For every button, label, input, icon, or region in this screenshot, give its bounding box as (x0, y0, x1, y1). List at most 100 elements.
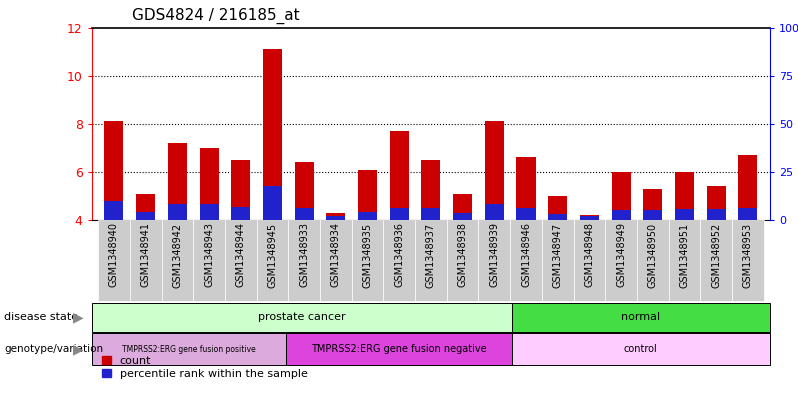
Bar (421, 208, 440, 220)
Text: GSM1348939: GSM1348939 (489, 222, 500, 288)
Text: GSM1348951: GSM1348951 (679, 222, 689, 288)
Text: GSM1348953: GSM1348953 (743, 222, 753, 288)
Bar (738, 208, 757, 220)
Bar (358, 169, 377, 220)
Text: GSM1348944: GSM1348944 (235, 222, 246, 288)
Bar (479, 220, 510, 301)
Text: TMPRSS2:ERG gene fusion negative: TMPRSS2:ERG gene fusion negative (310, 344, 487, 354)
Text: ▶: ▶ (73, 342, 84, 356)
Bar (257, 220, 288, 301)
Text: GSM1348940: GSM1348940 (109, 222, 119, 288)
Bar (605, 220, 637, 301)
Bar (200, 148, 219, 220)
Bar (92, 303, 512, 332)
Text: GSM1348946: GSM1348946 (521, 222, 531, 288)
Bar (288, 220, 320, 301)
Bar (485, 204, 504, 220)
Bar (263, 49, 282, 220)
Bar (383, 220, 415, 301)
Bar (580, 215, 599, 220)
Bar (574, 220, 605, 301)
Bar (263, 186, 282, 220)
Bar (168, 204, 187, 220)
Text: GSM1348941: GSM1348941 (140, 222, 151, 288)
Bar (707, 209, 725, 220)
Text: GSM1348950: GSM1348950 (648, 222, 658, 288)
Text: GSM1348948: GSM1348948 (584, 222, 595, 288)
Text: GSM1348936: GSM1348936 (394, 222, 405, 288)
Bar (168, 143, 187, 220)
Text: GSM1348937: GSM1348937 (426, 222, 436, 288)
Text: GSM1348952: GSM1348952 (711, 222, 721, 288)
Bar (542, 220, 574, 301)
Bar (675, 172, 694, 220)
Bar (415, 220, 447, 301)
Bar (675, 209, 694, 220)
Text: disease state: disease state (4, 312, 78, 322)
Bar (611, 211, 630, 220)
Bar (389, 131, 409, 220)
Text: GSM1348934: GSM1348934 (331, 222, 341, 288)
Bar (352, 220, 383, 301)
Bar (136, 212, 155, 220)
Bar (637, 220, 669, 301)
Text: genotype/variation: genotype/variation (4, 344, 103, 354)
Bar (225, 220, 257, 301)
Text: GSM1348942: GSM1348942 (172, 222, 183, 288)
Bar (580, 217, 599, 220)
Bar (326, 217, 346, 220)
Bar (389, 208, 409, 220)
Bar (707, 186, 725, 220)
Bar (326, 213, 346, 220)
Text: ▶: ▶ (73, 310, 84, 324)
Bar (320, 220, 352, 301)
Bar (453, 213, 472, 220)
Bar (516, 208, 535, 220)
Legend: count, percentile rank within the sample: count, percentile rank within the sample (97, 351, 312, 384)
Bar (421, 160, 440, 220)
Bar (136, 194, 155, 220)
Text: GSM1348945: GSM1348945 (267, 222, 278, 288)
Text: GSM1348938: GSM1348938 (457, 222, 468, 288)
Bar (130, 220, 161, 301)
Bar (105, 201, 124, 220)
Text: normal: normal (622, 312, 661, 322)
Bar (548, 196, 567, 220)
Text: TMPRSS2:ERG gene fusion positive: TMPRSS2:ERG gene fusion positive (122, 345, 255, 354)
Bar (485, 121, 504, 220)
Bar (738, 155, 757, 220)
Bar (105, 121, 124, 220)
Bar (643, 211, 662, 220)
Bar (701, 220, 732, 301)
Text: GSM1348943: GSM1348943 (204, 222, 214, 288)
Bar (231, 160, 251, 220)
Bar (732, 220, 764, 301)
Bar (669, 220, 701, 301)
Bar (294, 208, 314, 220)
Text: prostate cancer: prostate cancer (258, 312, 346, 322)
Text: control: control (624, 344, 658, 354)
Bar (447, 220, 479, 301)
Text: GSM1348933: GSM1348933 (299, 222, 309, 288)
Bar (643, 189, 662, 220)
Bar (510, 220, 542, 301)
Bar (516, 158, 535, 220)
Bar (548, 214, 567, 220)
Bar (92, 333, 286, 365)
Text: GSM1348949: GSM1348949 (616, 222, 626, 288)
Text: GSM1348935: GSM1348935 (362, 222, 373, 288)
Bar (161, 220, 193, 301)
Bar (611, 172, 630, 220)
Bar (286, 333, 512, 365)
Bar (512, 303, 770, 332)
Text: GDS4824 / 216185_at: GDS4824 / 216185_at (132, 7, 299, 24)
Bar (358, 212, 377, 220)
Bar (200, 204, 219, 220)
Text: GSM1348947: GSM1348947 (553, 222, 563, 288)
Bar (512, 333, 770, 365)
Bar (193, 220, 225, 301)
Bar (231, 207, 251, 220)
Bar (294, 162, 314, 220)
Bar (98, 220, 130, 301)
Bar (453, 194, 472, 220)
